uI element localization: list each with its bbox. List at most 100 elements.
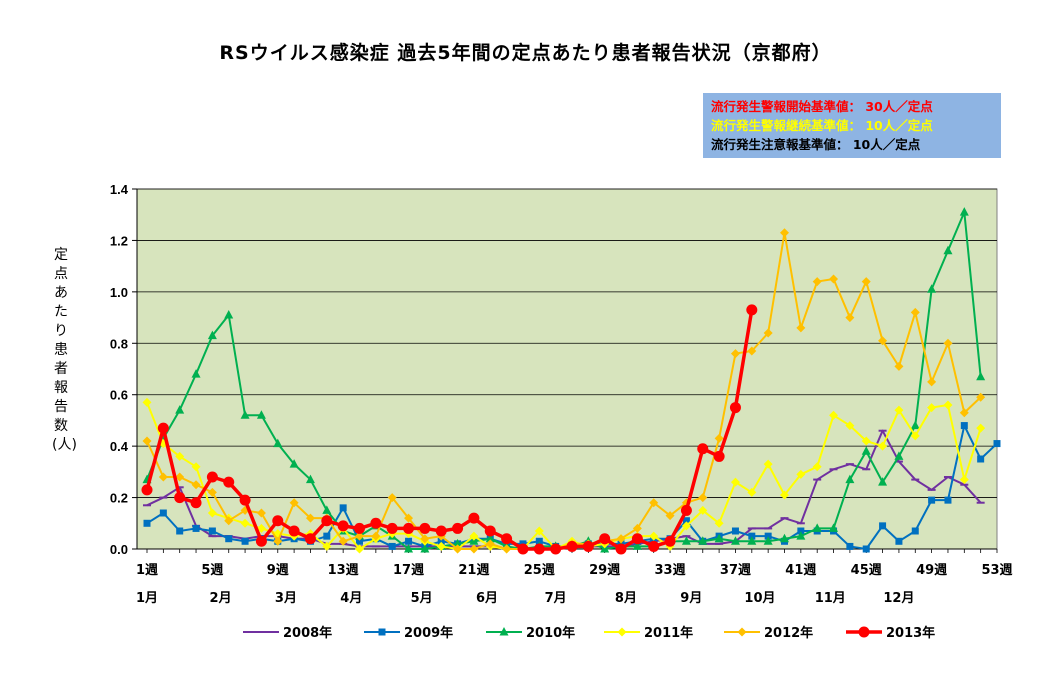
x-month-label: 4月 bbox=[340, 591, 362, 606]
data-point bbox=[256, 523, 266, 533]
plot-area bbox=[136, 188, 998, 550]
data-point bbox=[289, 498, 299, 508]
data-point bbox=[321, 515, 333, 527]
criteria-caution: 流行発生注意報基準値： 10人／定点 bbox=[711, 137, 921, 152]
x-month-label: 1月 bbox=[136, 591, 158, 606]
data-point bbox=[763, 459, 773, 469]
data-point bbox=[599, 533, 611, 545]
data-point bbox=[175, 405, 185, 414]
x-month-label: 3月 bbox=[275, 591, 297, 606]
data-point bbox=[355, 531, 364, 541]
data-point bbox=[272, 515, 284, 527]
data-point bbox=[404, 513, 414, 523]
data-point bbox=[355, 544, 364, 554]
data-point bbox=[192, 524, 200, 532]
data-point bbox=[405, 537, 413, 545]
data-point bbox=[861, 436, 871, 446]
data-point bbox=[780, 228, 789, 238]
data-point bbox=[681, 536, 691, 545]
data-point bbox=[714, 533, 724, 543]
data-point bbox=[223, 476, 235, 488]
data-point bbox=[176, 527, 184, 535]
data-point bbox=[878, 336, 888, 346]
data-point bbox=[858, 626, 870, 638]
data-point bbox=[910, 431, 920, 441]
y-tick-label: 0.0 bbox=[110, 542, 128, 557]
data-point bbox=[976, 423, 986, 433]
criteria-alarm-continue: 流行発生警報継続基準値： 10人／定点 bbox=[711, 118, 933, 133]
data-point bbox=[894, 361, 904, 371]
criteria-alarm-start: 流行発生警報開始基準値： 30人／定点 bbox=[711, 99, 933, 114]
legend-item: 2009年 bbox=[364, 625, 453, 641]
data-point bbox=[224, 516, 234, 526]
x-week-label: 29週 bbox=[589, 563, 620, 578]
data-point bbox=[780, 533, 789, 543]
data-point bbox=[158, 472, 168, 482]
data-point bbox=[419, 522, 431, 534]
data-point bbox=[437, 537, 445, 545]
data-point bbox=[846, 542, 854, 550]
data-point bbox=[370, 517, 382, 529]
x-month-label: 7月 bbox=[545, 591, 567, 606]
data-point bbox=[566, 540, 578, 552]
x-week-label: 21週 bbox=[458, 563, 489, 578]
data-point bbox=[911, 527, 919, 535]
data-point bbox=[453, 544, 463, 554]
data-point bbox=[484, 525, 496, 537]
data-point bbox=[175, 472, 185, 482]
data-point bbox=[436, 541, 446, 551]
x-week-label: 17週 bbox=[393, 563, 424, 578]
data-point bbox=[582, 540, 594, 552]
data-point bbox=[943, 338, 953, 348]
data-point bbox=[698, 505, 708, 515]
data-point bbox=[322, 505, 332, 514]
data-point bbox=[747, 536, 757, 545]
data-point bbox=[420, 534, 430, 544]
data-point bbox=[501, 533, 513, 545]
data-point bbox=[256, 508, 266, 518]
data-point bbox=[239, 494, 251, 506]
data-point bbox=[337, 520, 349, 532]
x-month-label: 12月 bbox=[883, 591, 914, 606]
data-point bbox=[845, 474, 855, 484]
y-axis-label: 定点あたり患者報告数(人) bbox=[52, 247, 77, 453]
data-point bbox=[241, 537, 249, 545]
criteria-box: 流行発生警報開始基準値： 30人／定点 流行発生警報継続基準値： 10人／定点 … bbox=[703, 93, 1001, 158]
data-point bbox=[240, 518, 250, 528]
data-point bbox=[534, 526, 544, 536]
data-point bbox=[780, 490, 789, 500]
y-tick-label: 0.2 bbox=[110, 491, 128, 506]
data-point bbox=[943, 400, 953, 410]
x-month-label: 9月 bbox=[680, 591, 702, 606]
data-point bbox=[386, 522, 398, 534]
data-point bbox=[339, 504, 347, 512]
data-point bbox=[796, 469, 806, 479]
data-point bbox=[680, 504, 692, 516]
data-point bbox=[305, 513, 315, 523]
y-tick-label: 1.2 bbox=[110, 233, 128, 248]
data-point bbox=[682, 517, 690, 525]
data-point bbox=[632, 541, 642, 550]
x-month-label: 11月 bbox=[815, 591, 846, 606]
data-point bbox=[878, 441, 888, 451]
data-point bbox=[304, 533, 316, 545]
data-point bbox=[861, 277, 871, 287]
data-point bbox=[468, 512, 480, 524]
data-point bbox=[730, 477, 740, 487]
data-point bbox=[927, 403, 937, 413]
data-point bbox=[191, 462, 201, 472]
data-point bbox=[288, 525, 300, 537]
data-point bbox=[959, 475, 969, 485]
legend-label: 2010年 bbox=[526, 625, 575, 641]
data-point bbox=[895, 537, 903, 545]
x-week-label: 25週 bbox=[524, 563, 555, 578]
data-point bbox=[664, 535, 676, 547]
data-point bbox=[993, 440, 1001, 448]
data-point bbox=[632, 523, 642, 533]
data-point bbox=[207, 508, 217, 518]
data-point bbox=[485, 533, 495, 543]
x-week-label: 5週 bbox=[201, 563, 223, 578]
data-point bbox=[910, 420, 920, 430]
data-point bbox=[535, 537, 543, 545]
data-point bbox=[141, 484, 153, 496]
